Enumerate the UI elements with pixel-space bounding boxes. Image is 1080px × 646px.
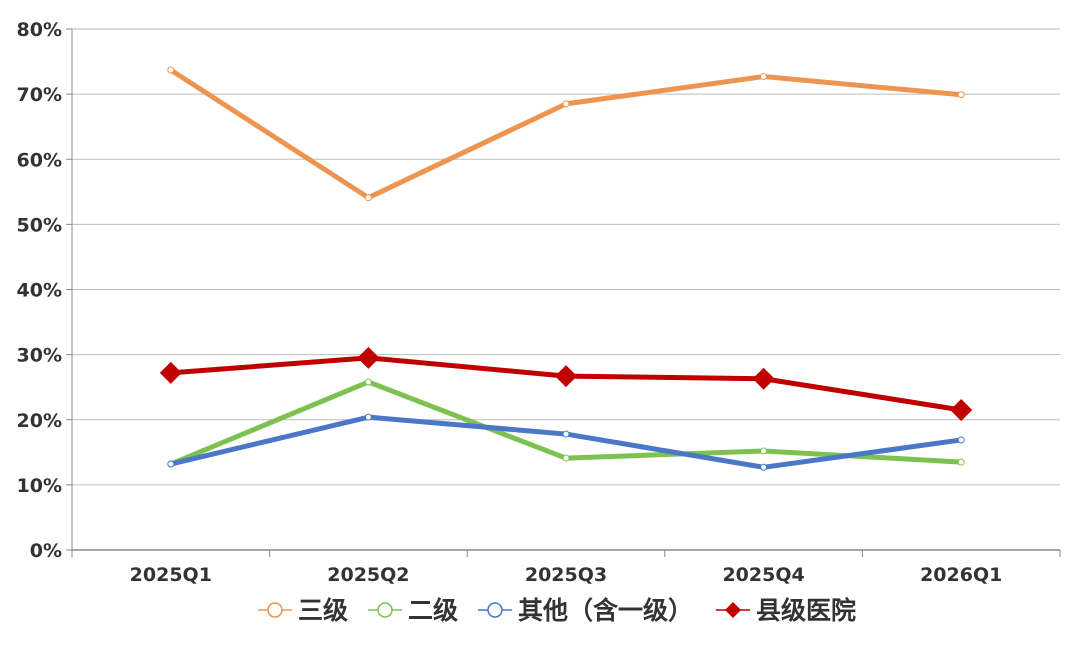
y-tick-label: 10%	[17, 475, 62, 497]
legend-label: 三级	[298, 596, 348, 625]
series-0	[167, 66, 965, 202]
legend-label: 其他（含一级）	[518, 596, 693, 625]
data-point	[950, 398, 973, 421]
data-point	[957, 436, 965, 444]
legend-item-3: 县级医院	[716, 596, 856, 625]
y-tick-label: 40%	[17, 280, 62, 302]
series-2	[167, 413, 965, 471]
x-tick-label: 2026Q1	[920, 564, 1002, 586]
x-tick-label: 2025Q3	[525, 564, 607, 586]
data-point	[562, 100, 570, 108]
y-tick-label: 60%	[17, 149, 62, 171]
series-line	[169, 67, 962, 201]
legend-circle-icon	[377, 602, 393, 618]
y-tick-label: 50%	[17, 214, 62, 236]
legend-label: 县级医院	[756, 596, 856, 625]
legend-circle-icon	[267, 602, 283, 618]
series-line	[169, 379, 962, 467]
data-point	[562, 454, 570, 462]
data-point	[159, 361, 182, 384]
legend-item-0: 三级	[258, 596, 348, 625]
data-point	[357, 346, 380, 369]
data-point	[167, 66, 175, 74]
data-point	[555, 365, 577, 388]
legend-item-1: 二级	[368, 596, 458, 625]
y-tick-label: 20%	[17, 410, 62, 432]
y-tick-label: 30%	[17, 345, 62, 367]
x-tick-label: 2025Q2	[327, 564, 409, 586]
data-point	[760, 73, 768, 81]
y-tick-label: 70%	[17, 84, 62, 106]
data-point	[167, 460, 175, 468]
legend-diamond-icon	[725, 602, 741, 618]
data-point	[752, 367, 775, 390]
x-tick-label: 2025Q4	[722, 564, 804, 586]
data-point	[957, 458, 965, 466]
legend-label: 二级	[408, 596, 458, 625]
legend-circle-icon	[487, 602, 503, 618]
data-point	[562, 430, 570, 438]
legend-item-2: 其他（含一级）	[478, 596, 693, 625]
y-tick-label: 0%	[30, 540, 62, 562]
data-point	[760, 447, 768, 455]
data-point	[957, 91, 965, 99]
data-point	[760, 463, 768, 471]
data-point	[364, 378, 372, 386]
x-tick-label: 2025Q1	[130, 564, 212, 586]
data-point	[364, 413, 372, 421]
y-tick-label: 80%	[17, 19, 62, 41]
series-3	[159, 346, 973, 421]
data-point	[364, 194, 372, 202]
